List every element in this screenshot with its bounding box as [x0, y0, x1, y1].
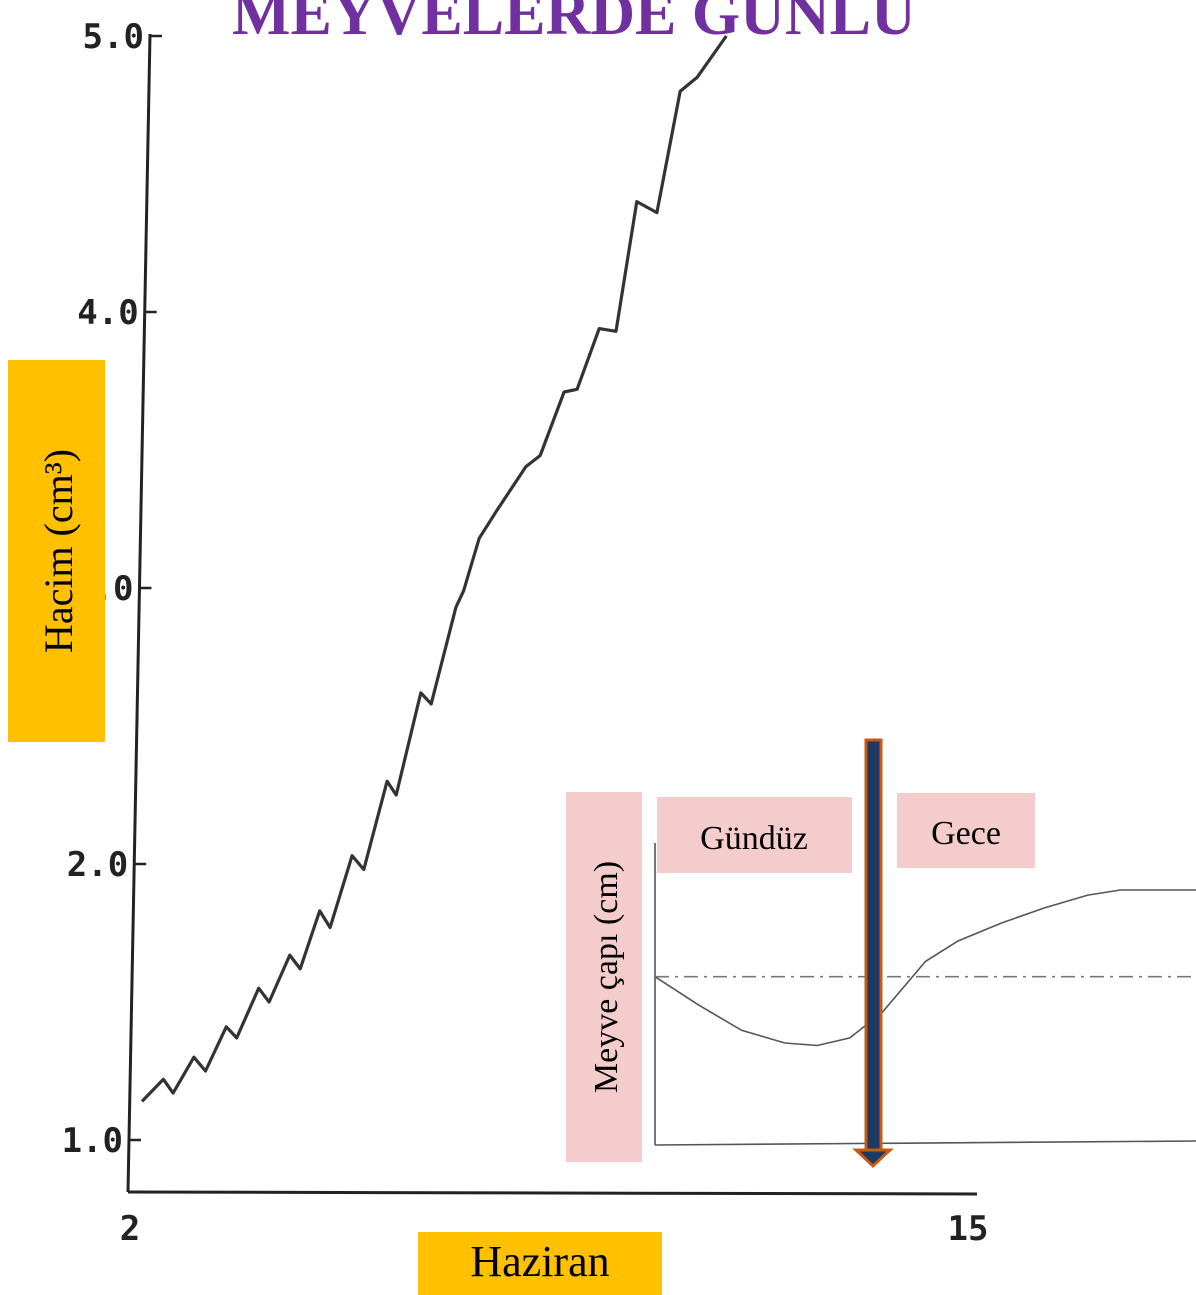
inset-y-label: Meyve çapı (cm) [588, 861, 625, 1093]
y-tick-label: 5.0 [83, 17, 144, 57]
x-tick-label: 15 [948, 1209, 989, 1249]
main-y-axis [126, 33, 152, 1193]
inset-x-axis [654, 1140, 1196, 1146]
x-tick-label: 2 [120, 1209, 140, 1249]
main-chart-axes [126, 33, 978, 1196]
region-label-box-day [657, 797, 852, 873]
region-label-night: Gece [931, 815, 1001, 852]
volume-curve [140, 35, 728, 1103]
y-tick-label: 4.0 [77, 293, 138, 333]
chart-title: MEYVELERDE GÜNLÜ [232, 0, 916, 48]
main-x-axis [127, 1190, 978, 1196]
y-tick-label: 2.0 [67, 845, 128, 885]
inset-y-label-box [566, 792, 642, 1162]
main-chart-x-ticks: 2 15 [120, 1209, 989, 1249]
x-axis-label: Haziran [470, 1237, 609, 1286]
y-axis-label-box [8, 360, 105, 742]
x-axis-label-box [418, 1232, 662, 1295]
diameter-curve [654, 889, 1196, 1047]
main-chart-y-ticks: 1.02.0.04.05.0 [62, 17, 162, 1161]
inset-series [654, 889, 1196, 1047]
y-axis-label: Hacim (cm³) [36, 449, 81, 653]
inset-chart: Meyve çapı (cm) Gündüz Gece [566, 738, 1196, 1169]
region-label-day: Gündüz [700, 820, 808, 857]
main-chart-series [140, 35, 728, 1103]
y-tick-label: 1.0 [62, 1121, 123, 1161]
region-label-box-night [897, 793, 1035, 868]
day-night-divider-arrow [852, 738, 894, 1169]
